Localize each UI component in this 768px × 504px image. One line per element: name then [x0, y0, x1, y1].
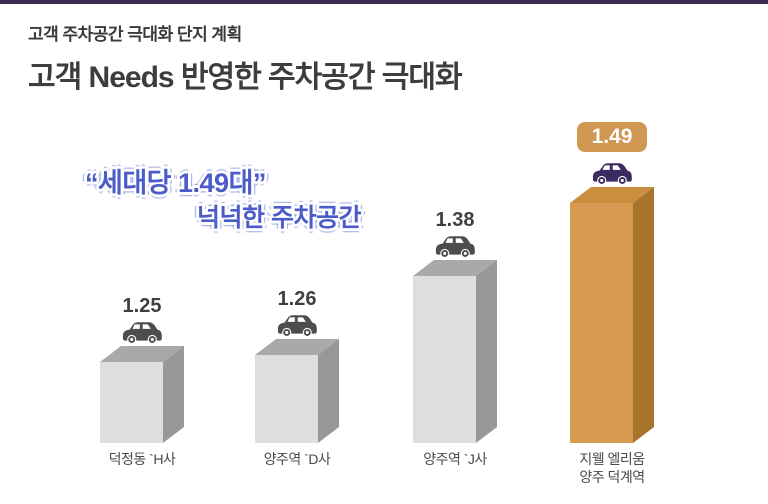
bar-box-highlight	[570, 187, 654, 443]
top-accent-bar	[0, 0, 768, 4]
bar-box	[255, 339, 339, 443]
bar-box	[413, 260, 497, 443]
bar-box	[100, 346, 184, 443]
car-icon	[433, 234, 477, 259]
car-icon	[590, 161, 634, 186]
header: 고객 주차공간 극대화 단지 계획 고객 Needs 반영한 주차공간 극대화	[28, 20, 463, 96]
bar-value: 1.38	[435, 209, 475, 231]
bar-label: 양주역 `D사	[263, 451, 331, 467]
callout-text: “세대당 1.49대” 넉넉한 주차공간	[85, 166, 361, 234]
bar-label: 덕정동 `H사	[108, 451, 176, 467]
bar-label: 지웰 엘리움 양주 덕계역	[579, 451, 645, 485]
bar-value-badge: 1.49	[577, 122, 647, 152]
callout-line-1: “세대당 1.49대”	[85, 168, 266, 198]
bar-label: 양주역 `J사	[423, 451, 487, 467]
callout-line-2: 넉넉한 주차공간	[197, 204, 361, 232]
bar-value: 1.25	[122, 295, 162, 317]
page-title: 고객 Needs 반영한 주차공간 극대화	[28, 61, 463, 94]
car-icon	[120, 320, 164, 345]
eyebrow-text: 고객 주차공간 극대화 단지 계획	[28, 25, 242, 44]
bar-value: 1.26	[277, 288, 317, 310]
car-icon	[275, 313, 319, 338]
